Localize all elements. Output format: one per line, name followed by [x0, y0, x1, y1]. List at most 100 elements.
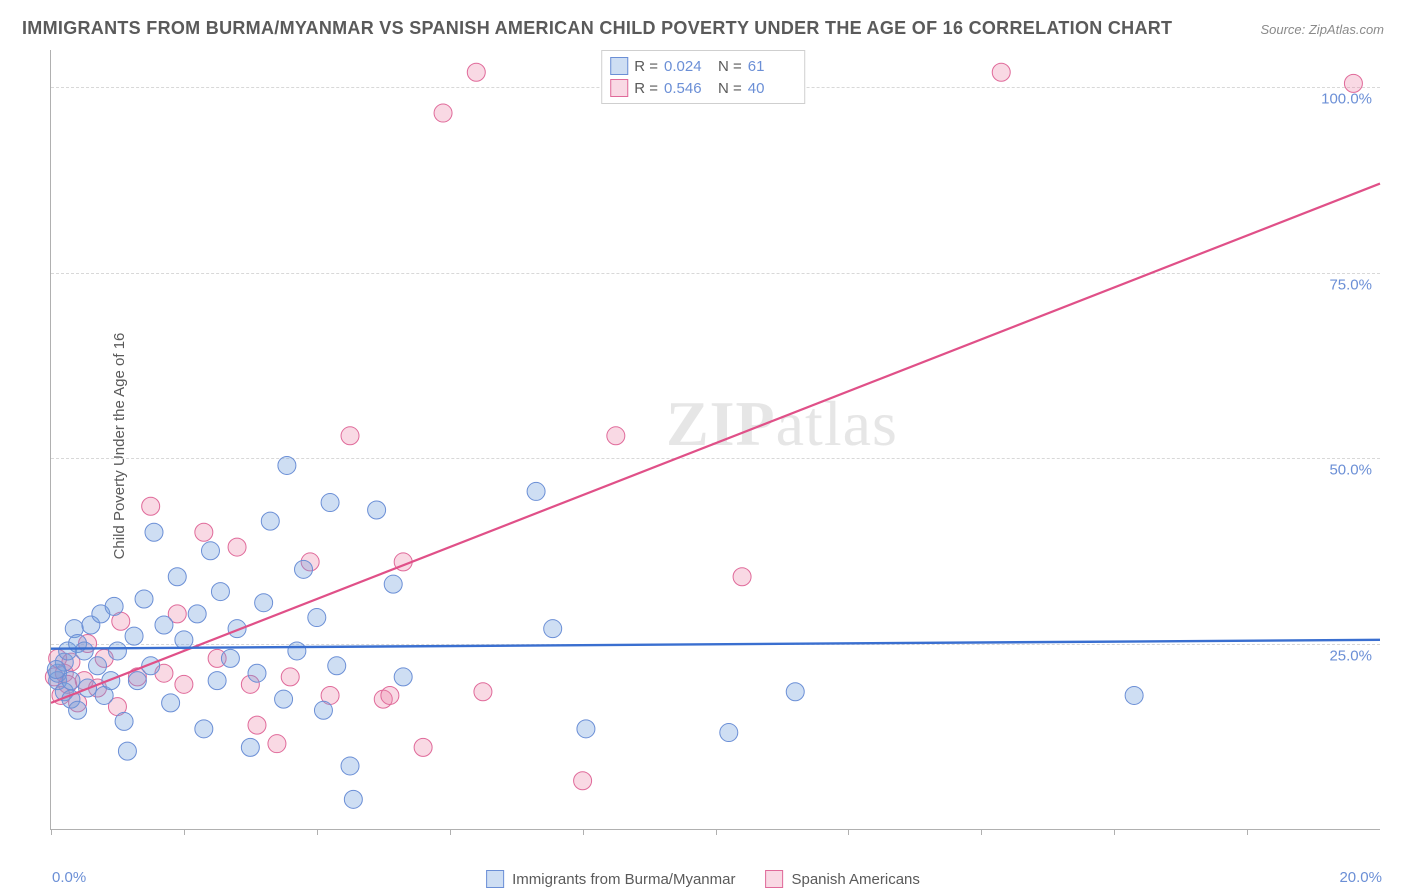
legend-label-pink: Spanish Americans [791, 871, 919, 888]
x-axis-min-label: 0.0% [52, 869, 86, 886]
legend-item-blue: Immigrants from Burma/Myanmar [486, 870, 735, 888]
data-point-blue [69, 701, 87, 719]
data-point-blue [128, 672, 146, 690]
data-point-pink [341, 427, 359, 445]
plot-svg [51, 50, 1380, 829]
data-point-blue [786, 683, 804, 701]
trend-line-pink [51, 184, 1380, 703]
data-point-blue [168, 568, 186, 586]
x-tick [583, 829, 584, 835]
data-point-blue [384, 575, 402, 593]
source-attribution: Source: ZipAtlas.com [1260, 22, 1384, 37]
n-label-blue: N = [718, 58, 742, 75]
data-point-blue [720, 724, 738, 742]
data-point-blue [527, 482, 545, 500]
data-point-blue [344, 790, 362, 808]
data-point-blue [241, 738, 259, 756]
x-tick [981, 829, 982, 835]
data-point-blue [394, 668, 412, 686]
data-point-blue [278, 456, 296, 474]
legend-item-pink: Spanish Americans [765, 870, 919, 888]
data-point-blue [248, 664, 266, 682]
data-point-blue [255, 594, 273, 612]
n-value-blue: 61 [748, 58, 796, 75]
plot-area: ZIPatlas 25.0%50.0%75.0%100.0% [50, 50, 1380, 830]
data-point-blue [105, 597, 123, 615]
data-point-blue [162, 694, 180, 712]
data-point-pink [992, 63, 1010, 81]
data-point-pink [381, 686, 399, 704]
swatch-blue-icon [610, 57, 628, 75]
data-point-pink [467, 63, 485, 81]
data-point-pink [248, 716, 266, 734]
data-point-blue [195, 720, 213, 738]
data-point-blue [208, 672, 226, 690]
x-tick [184, 829, 185, 835]
legend-stats-row-blue: R = 0.024 N = 61 [610, 55, 796, 77]
swatch-pink-icon [765, 870, 783, 888]
data-point-blue [308, 609, 326, 627]
data-point-blue [261, 512, 279, 530]
swatch-pink-icon [610, 79, 628, 97]
legend-label-blue: Immigrants from Burma/Myanmar [512, 871, 735, 888]
data-point-blue [341, 757, 359, 775]
data-point-blue [175, 631, 193, 649]
data-point-blue [47, 660, 65, 678]
data-point-pink [574, 772, 592, 790]
data-point-blue [115, 712, 133, 730]
data-point-pink [607, 427, 625, 445]
data-point-pink [474, 683, 492, 701]
data-point-pink [414, 738, 432, 756]
data-point-pink [175, 675, 193, 693]
data-point-blue [275, 690, 293, 708]
data-point-blue [188, 605, 206, 623]
chart-title: IMMIGRANTS FROM BURMA/MYANMAR VS SPANISH… [22, 18, 1172, 39]
data-point-blue [288, 642, 306, 660]
data-point-blue [1125, 686, 1143, 704]
x-tick [1114, 829, 1115, 835]
data-point-pink [195, 523, 213, 541]
data-point-blue [577, 720, 595, 738]
data-point-pink [228, 538, 246, 556]
data-point-blue [321, 494, 339, 512]
r-label-blue: R = [634, 58, 658, 75]
data-point-blue [221, 649, 239, 667]
data-point-blue [62, 672, 80, 690]
legend-stats-row-pink: R = 0.546 N = 40 [610, 77, 796, 99]
data-point-blue [211, 583, 229, 601]
data-point-blue [108, 642, 126, 660]
trend-line-blue [51, 640, 1380, 649]
data-point-pink [733, 568, 751, 586]
r-value-blue: 0.024 [664, 58, 712, 75]
data-point-pink [1344, 74, 1362, 92]
n-value-pink: 40 [748, 80, 796, 97]
data-point-pink [268, 735, 286, 753]
x-tick [1247, 829, 1248, 835]
x-tick [317, 829, 318, 835]
n-label-pink: N = [718, 80, 742, 97]
x-tick [51, 829, 52, 835]
legend-series: Immigrants from Burma/Myanmar Spanish Am… [486, 870, 920, 888]
data-point-blue [89, 657, 107, 675]
data-point-blue [125, 627, 143, 645]
swatch-blue-icon [486, 870, 504, 888]
legend-stats: R = 0.024 N = 61 R = 0.546 N = 40 [601, 50, 805, 104]
data-point-blue [328, 657, 346, 675]
data-point-blue [368, 501, 386, 519]
data-point-blue [118, 742, 136, 760]
data-point-blue [314, 701, 332, 719]
r-value-pink: 0.546 [664, 80, 712, 97]
r-label-pink: R = [634, 80, 658, 97]
data-point-blue [135, 590, 153, 608]
data-point-blue [201, 542, 219, 560]
data-point-pink [434, 104, 452, 122]
data-point-pink [142, 497, 160, 515]
x-tick [716, 829, 717, 835]
x-axis-max-label: 20.0% [1339, 869, 1382, 886]
data-point-blue [75, 642, 93, 660]
data-point-blue [145, 523, 163, 541]
data-point-blue [155, 616, 173, 634]
x-tick [450, 829, 451, 835]
data-point-pink [281, 668, 299, 686]
data-point-blue [544, 620, 562, 638]
